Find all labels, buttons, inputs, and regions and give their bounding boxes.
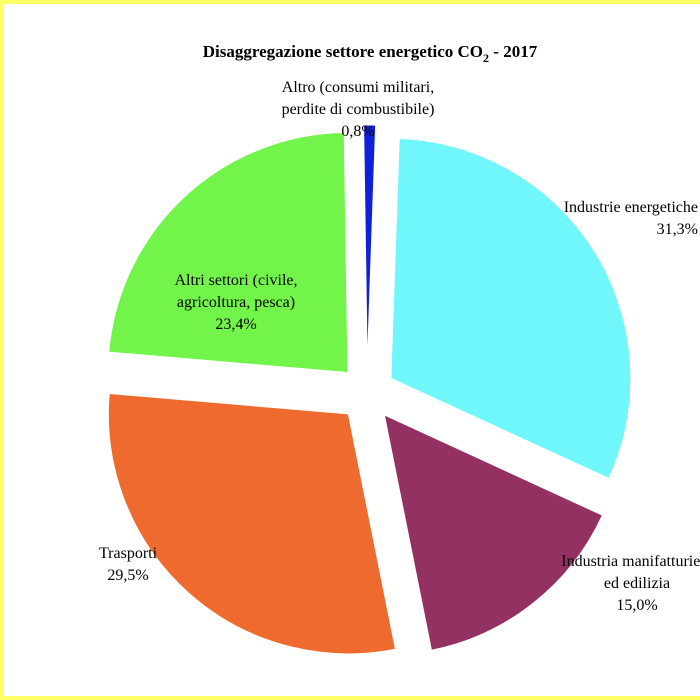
slice-label-industria-manifatturiera: Industria manifatturiera ed edilizia 15,0% [561, 553, 700, 614]
pie-slice-altro [363, 124, 377, 366]
slice-label-trasporti: Trasporti 29,5% [99, 545, 158, 584]
slice-label-altro: Altro (consumi militari, perdite di combu… [282, 79, 435, 140]
slice-label-industrie-energetiche: Industrie energetiche 31,3% [564, 199, 698, 238]
slice-label-altri-settori: Altri settori (civile, agricoltura, pesca… [174, 272, 297, 333]
chart-title: Disaggregazione settore energetico CO2 -… [203, 42, 538, 65]
pie-slice-industrie-energetiche [390, 137, 632, 480]
slice-labels: Industrie energetiche 31,3% Industria mani… [99, 79, 700, 614]
pie-slice-trasporti [107, 392, 397, 655]
pie-slices [107, 124, 632, 655]
pie-slice-industria-manifatturiera [383, 414, 604, 651]
pie-slice-altri-settori [108, 132, 349, 374]
